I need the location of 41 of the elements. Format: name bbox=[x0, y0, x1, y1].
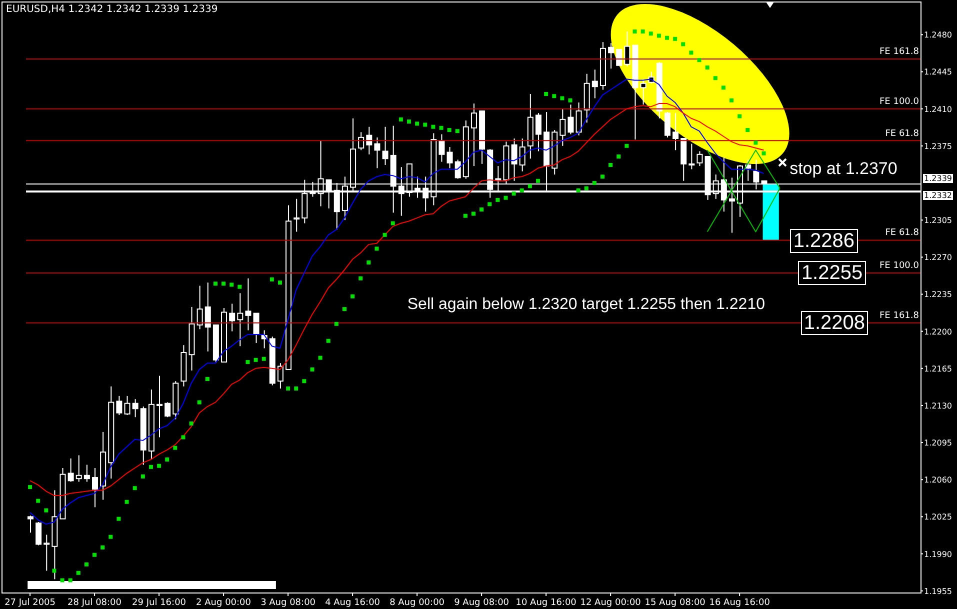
y-tick-label: 1.2270 bbox=[924, 253, 952, 262]
y-tick-label: 1.2375 bbox=[924, 142, 952, 151]
ref-line-label: FE 61.8 bbox=[885, 128, 919, 140]
x-tick-label: 2 Aug 00:00 bbox=[196, 598, 252, 608]
x-tick-label: 29 Jul 16:00 bbox=[132, 598, 186, 608]
x-tick-label: 27 Jul 2005 bbox=[4, 598, 56, 608]
x-tick-label: 10 Aug 16:00 bbox=[516, 598, 577, 608]
x-tick-label: 9 Aug 08:00 bbox=[454, 598, 510, 608]
y-tick-label: 1.2060 bbox=[924, 476, 952, 485]
annotation: 1.2286 bbox=[790, 229, 858, 253]
annotation: 1.2208 bbox=[800, 311, 868, 335]
ref-line-label: FE 100.0 bbox=[880, 261, 919, 272]
ref-line-label: 1.2339 bbox=[923, 174, 953, 184]
ref-line-label: 1.2332 bbox=[923, 191, 953, 200]
ref-line-label: FE 100.0 bbox=[880, 96, 919, 108]
x-tick-label: 8 Aug 00:00 bbox=[390, 598, 445, 608]
annotation: 1.2255 bbox=[798, 261, 866, 285]
y-tick-label: 1.2130 bbox=[924, 401, 952, 410]
x-tick-label: 12 Aug 00:00 bbox=[580, 598, 642, 608]
annotation: Sell again below 1.2320 target 1.2255 then 1.2210 bbox=[407, 296, 765, 314]
y-tick-label: 1.2445 bbox=[924, 68, 952, 77]
y-tick-label: 1.2235 bbox=[924, 290, 952, 300]
x-tick-label: 28 Jul 08:00 bbox=[68, 598, 122, 608]
y-tick-label: 1.2410 bbox=[924, 104, 952, 114]
ref-line-label: FE 161.8 bbox=[880, 310, 919, 322]
ref-line-label: FE 161.8 bbox=[880, 47, 919, 58]
y-tick-label: 1.1990 bbox=[924, 550, 952, 559]
annotation: stop at 1.2370 bbox=[790, 159, 898, 179]
x-tick-label: 3 Aug 08:00 bbox=[260, 598, 316, 608]
x-tick-label: 15 Aug 08:00 bbox=[644, 598, 706, 608]
y-tick-label: 1.2095 bbox=[924, 438, 952, 448]
x-tick-label: 4 Aug 16:00 bbox=[325, 598, 380, 608]
x-tick-label: 16 Aug 16:00 bbox=[709, 598, 770, 608]
ref-line-label: FE 61.8 bbox=[885, 228, 919, 240]
y-tick-label: 1.2305 bbox=[924, 216, 952, 226]
y-tick-label: 1.2200 bbox=[924, 327, 952, 336]
y-tick-label: 1.2165 bbox=[924, 364, 952, 374]
y-tick-label: 1.1955 bbox=[924, 586, 952, 596]
y-tick-label: 1.2025 bbox=[924, 512, 952, 522]
y-tick-label: 1.2480 bbox=[924, 30, 952, 40]
chart-title: EURUSD,H4 1.2342 1.2342 1.2339 1.2339 bbox=[6, 4, 218, 15]
